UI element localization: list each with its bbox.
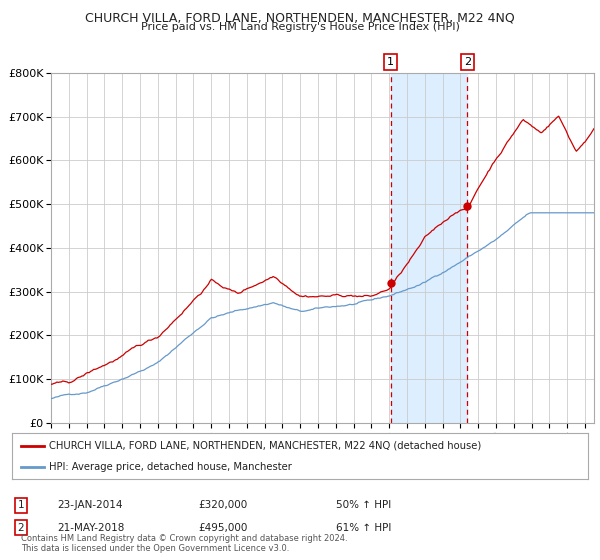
Text: 2: 2 — [464, 57, 471, 67]
Text: £495,000: £495,000 — [198, 522, 247, 533]
Text: 50% ↑ HPI: 50% ↑ HPI — [336, 500, 391, 510]
Text: 1: 1 — [387, 57, 394, 67]
Text: 23-JAN-2014: 23-JAN-2014 — [57, 500, 122, 510]
Text: CHURCH VILLA, FORD LANE, NORTHENDEN, MANCHESTER, M22 4NQ (detached house): CHURCH VILLA, FORD LANE, NORTHENDEN, MAN… — [49, 441, 482, 451]
Text: 1: 1 — [17, 500, 25, 510]
Text: CHURCH VILLA, FORD LANE, NORTHENDEN, MANCHESTER, M22 4NQ: CHURCH VILLA, FORD LANE, NORTHENDEN, MAN… — [85, 11, 515, 24]
Text: 21-MAY-2018: 21-MAY-2018 — [57, 522, 124, 533]
Text: £320,000: £320,000 — [198, 500, 247, 510]
Bar — [391, 73, 467, 423]
Text: 2: 2 — [17, 522, 25, 533]
Text: HPI: Average price, detached house, Manchester: HPI: Average price, detached house, Manc… — [49, 463, 292, 472]
Text: Contains HM Land Registry data © Crown copyright and database right 2024.
This d: Contains HM Land Registry data © Crown c… — [21, 534, 347, 553]
Text: 61% ↑ HPI: 61% ↑ HPI — [336, 522, 391, 533]
Text: Price paid vs. HM Land Registry's House Price Index (HPI): Price paid vs. HM Land Registry's House … — [140, 22, 460, 32]
